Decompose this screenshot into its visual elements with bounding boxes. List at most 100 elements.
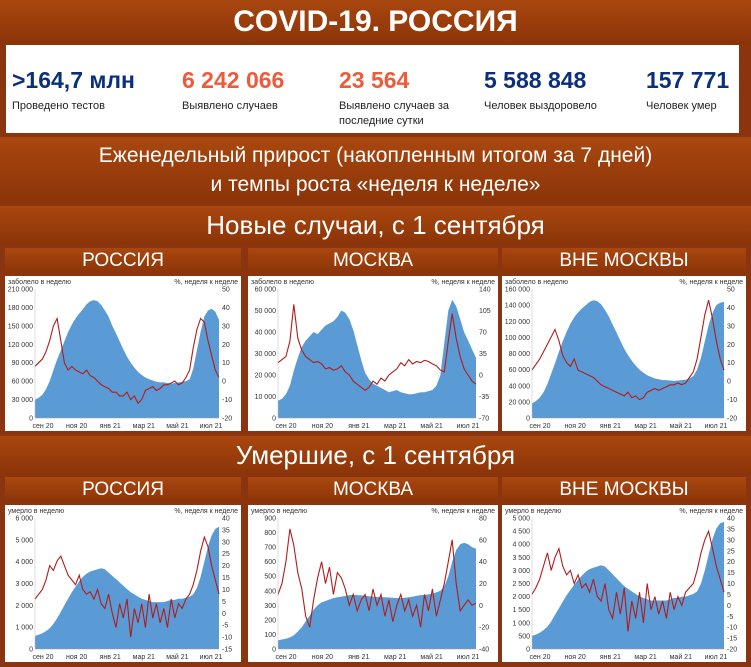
y-tick-label: 3 000 (512, 568, 530, 575)
y-tick-label: 0 (29, 416, 33, 423)
y2-tick-label: 20 (479, 581, 487, 588)
line-series (531, 299, 725, 401)
x-tick-label: янв 21 (348, 423, 369, 430)
chart-deaths-moscow: умерло в неделю%, неделя к неделе 0 100 200… (248, 505, 498, 662)
y-tick-label: 120 000 (8, 342, 33, 349)
y-tick-label: 0 (29, 647, 33, 654)
line-series (277, 304, 477, 392)
x-tick-label: май 21 (670, 653, 692, 661)
x-tick-label: янв 21 (348, 654, 369, 661)
area-series (278, 542, 476, 649)
stat-recovered-value: 5 588 848 (484, 67, 587, 93)
y2-tick-label: -20 (727, 416, 737, 423)
y2-tick-label: -15 (727, 636, 737, 643)
y2-tick-label: 20 (222, 563, 230, 570)
chart-cases-moscow: заболело в неделю %, неделя к неделе 0 10 0… (248, 276, 498, 431)
y-tick-label: 1 500 (512, 607, 530, 614)
x-tick-label: сен 20 (530, 423, 551, 430)
y-tick-label: 2 500 (512, 581, 530, 588)
section-deaths-title: Умершие, с 1 сентября (0, 436, 751, 474)
y-tick-label: 90 000 (12, 360, 34, 367)
x-tick-label: ноя 20 (66, 654, 87, 661)
y2-tick-label: 25 (727, 548, 735, 555)
y2-tick-label: 5 (222, 599, 226, 606)
y2-tick-label: -5 (727, 614, 733, 621)
y2-tick-label: 20 (222, 342, 230, 349)
y-tick-label: 2 000 (15, 603, 33, 610)
x-tick-label: май 21 (166, 653, 188, 661)
y2-tick-label: -20 (727, 647, 737, 654)
y-tick-label: 0 (526, 416, 530, 423)
line-series (277, 528, 477, 628)
left-axis-caption: заболело в неделю (8, 278, 71, 286)
y2-tick-label: -10 (727, 397, 737, 404)
x-tick-label: сен 20 (33, 654, 54, 661)
right-axis-caption: %, неделя к неделе (431, 508, 495, 515)
y-tick-label: 20 000 (255, 373, 277, 380)
y2-tick-label: -40 (479, 647, 489, 654)
subtitle: Еженедельный прирост (накопленным итогом… (0, 137, 751, 203)
x-tick-label: мар 21 (384, 654, 406, 661)
x-tick-label: янв 21 (600, 423, 621, 430)
y2-tick-label: -5 (222, 623, 228, 630)
y2-tick-label: 40 (222, 305, 230, 312)
x-tick-label: май 21 (420, 653, 442, 661)
y2-tick-label: -70 (479, 416, 489, 423)
y2-tick-label: 0 (479, 603, 483, 610)
y2-tick-label: 140 (479, 287, 491, 294)
y2-tick-label: 50 (222, 287, 230, 294)
y2-tick-label: 20 (727, 559, 735, 566)
chart-svg: умерло в неделю%, неделя к неделе0100200… (251, 508, 495, 661)
y2-tick-label: 10 (727, 581, 735, 588)
left-axis-caption: заболело в неделю (251, 278, 314, 286)
y-tick-label: 3 000 (15, 581, 33, 588)
y2-tick-label: 5 (727, 592, 731, 599)
y-tick-label: 1 000 (15, 625, 33, 632)
y2-tick-label: -20 (222, 416, 232, 423)
y-tick-label: 40 000 (255, 330, 277, 337)
y2-tick-label: 30 (222, 323, 230, 330)
right-axis-caption: %, неделя к неделе (174, 279, 238, 286)
chart-deaths-russia: умерло в неделю %, неделя к неделе 0 1 000 2… (5, 505, 241, 662)
stat-deaths-value: 157 771 (646, 67, 730, 93)
y2-tick-label: 40 (479, 559, 487, 566)
region-label-cases-outside: ВНЕ МОСКВЫ (502, 248, 746, 274)
stat-tests-label: Проведено тестов (12, 100, 105, 112)
area-series (35, 526, 219, 649)
x-tick-label: мар 21 (384, 423, 406, 430)
region-label-cases-russia: РОССИЯ (5, 248, 241, 274)
y-tick-label: 1 000 (512, 620, 530, 627)
area-series (35, 300, 219, 418)
y2-tick-label: 0 (222, 611, 226, 618)
area-series (278, 299, 476, 418)
line-series (34, 316, 220, 405)
x-tick-label: июл 21 (705, 423, 728, 430)
y-tick-label: 500 (264, 574, 276, 581)
x-tick-label: май 21 (166, 422, 188, 430)
y2-tick-label: 35 (727, 526, 735, 533)
y2-tick-label: 30 (727, 323, 735, 330)
subtitle-line-1: Еженедельный прирост (накопленным итогом… (98, 144, 653, 167)
x-tick-label: июл 21 (200, 654, 223, 661)
x-tick-label: ноя 20 (312, 654, 333, 661)
y-tick-label: 160 000 (505, 287, 530, 294)
left-axis-caption: умерло в неделю (251, 508, 307, 515)
y-tick-label: 5 000 (15, 537, 33, 544)
x-tick-label: янв 21 (100, 654, 121, 661)
y2-tick-label: -10 (222, 635, 232, 642)
y2-tick-label: 105 (479, 308, 491, 315)
y-tick-label: 700 (264, 545, 276, 552)
y-tick-label: 200 (264, 617, 276, 624)
left-axis-caption: заболело в неделю (505, 278, 568, 286)
area-series (532, 521, 724, 649)
y-tick-label: 800 (264, 530, 276, 537)
chart-svg: умерло в неделю %, неделя к неделе 0 500 1 0… (505, 508, 743, 661)
stat-daily-value: 23 564 (339, 67, 410, 93)
y2-tick-label: 35 (479, 351, 487, 358)
region-label-deaths-moscow: МОСКВА (248, 477, 498, 503)
region-label-cases-moscow: МОСКВА (248, 248, 498, 274)
y2-tick-label: 40 (222, 516, 230, 523)
y2-tick-label: 25 (222, 551, 230, 558)
right-axis-caption: %, неделя к неделе (679, 279, 743, 286)
x-tick-label: ноя 20 (565, 423, 586, 430)
